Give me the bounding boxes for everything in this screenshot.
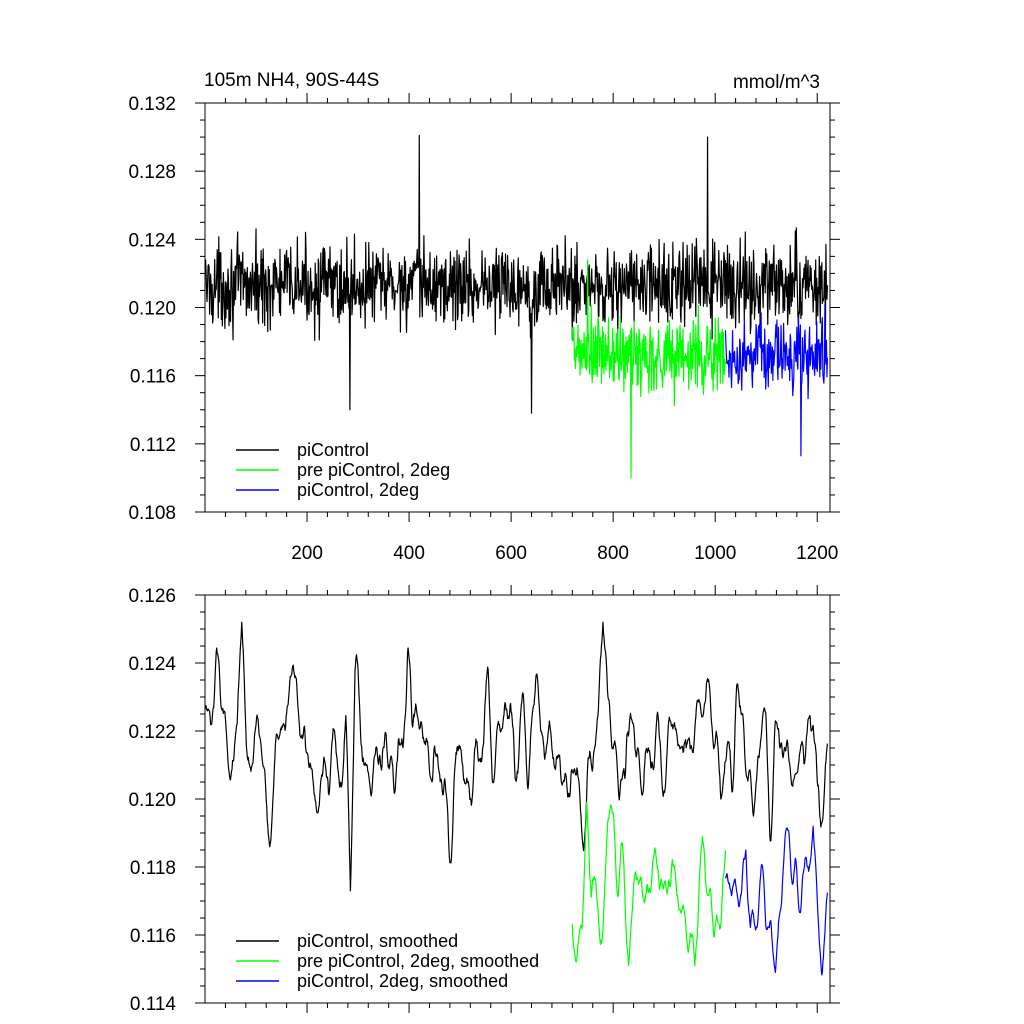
x-tick-label: 800: [597, 543, 629, 564]
x-tick-label: 1200: [796, 543, 838, 564]
series-line-1: [205, 621, 829, 892]
x-tick-label: 1000: [694, 543, 736, 564]
legend-label: piControl: [297, 440, 369, 460]
y-tick-label: 0.122: [128, 722, 176, 743]
y-tick-label: 0.132: [128, 94, 176, 115]
y-tick-label: 0.112: [130, 435, 176, 456]
series-group: [205, 621, 829, 976]
y-tick-label: 0.116: [130, 926, 176, 947]
legend-label: piControl, 2deg: [297, 480, 419, 500]
y-tick-label: 0.126: [128, 586, 176, 607]
x-tick-label: 600: [495, 543, 527, 564]
series-line-3: [724, 825, 829, 976]
figure-title: 105m NH4, 90S-44S: [204, 70, 379, 91]
legend-label: piControl, smoothed: [297, 931, 458, 951]
bottom-panel: 0.114 0.116 0.118 0.120 0.122 0.124 0.126 piCon…: [128, 585, 840, 1015]
y-tick-label: 0.124: [128, 654, 176, 675]
y-tick-label: 0.128: [128, 162, 176, 183]
y-tick-label: 0.124: [128, 230, 176, 251]
legend-label: pre piControl, 2deg: [297, 460, 450, 480]
x-tick-label: 400: [393, 543, 425, 564]
legend-label: piControl, 2deg, smoothed: [297, 971, 508, 991]
figure-units: mmol/m^3: [733, 72, 820, 93]
top-panel: 200 400 600 800 1000 1200 0.108 0.112 0.116 0.120…: [128, 93, 840, 564]
x-tick-label: 200: [291, 543, 323, 564]
y-tick-label: 0.114: [130, 994, 177, 1015]
y-tick-label: 0.120: [128, 790, 176, 811]
y-tick-label: 0.118: [130, 858, 176, 879]
series-line-1: [205, 134, 829, 414]
series-line-2: [571, 259, 727, 479]
legend-label: pre piControl, 2deg, smoothed: [297, 951, 539, 971]
series-group: [205, 134, 829, 479]
series-line-3: [724, 303, 829, 457]
series-line-2: [571, 801, 727, 967]
y-tick-label: 0.116: [130, 367, 176, 388]
y-tick-label: 0.108: [128, 503, 176, 524]
y-tick-label: 0.120: [128, 299, 176, 320]
